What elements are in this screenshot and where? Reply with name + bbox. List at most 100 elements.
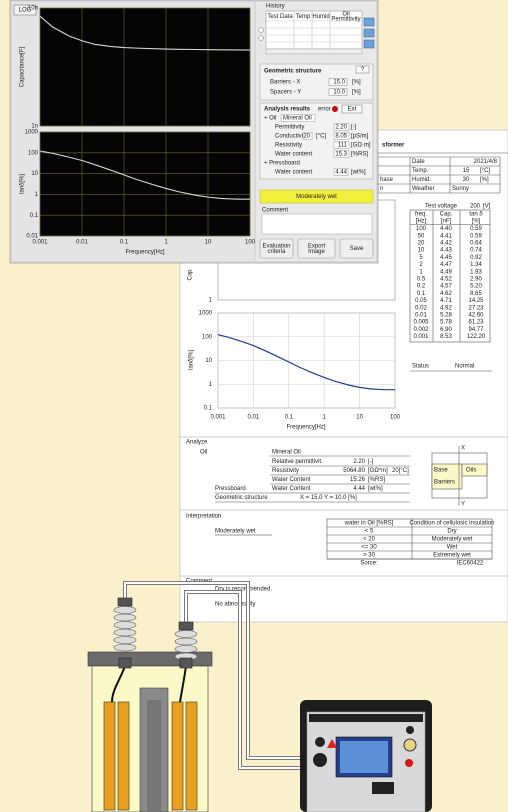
value: 8.05 (335, 134, 347, 140)
info-value: 2021/4/8 (474, 159, 498, 165)
label: Relative permittivit. (272, 459, 323, 465)
x-tick-label: 0.1 (285, 415, 294, 421)
table-cell: 4.43 (440, 248, 452, 254)
y-tick-label: 10 (205, 358, 212, 364)
history-button[interactable] (364, 18, 374, 26)
y-axis-label: Capacitance[F] (20, 46, 26, 87)
error-lamp (332, 106, 338, 112)
winding (118, 702, 129, 810)
diagram-label: Y (461, 502, 465, 508)
x-tick-label: 0.001 (210, 415, 226, 421)
bushing-shed (175, 638, 197, 645)
table-cell: 0.001 (413, 334, 429, 340)
label: Water content (275, 152, 312, 158)
table-cell: 0.92 (470, 255, 482, 261)
value: 2.20 (353, 459, 365, 465)
table-cell: 4.62 (440, 291, 452, 297)
value: 10.0 (333, 90, 345, 96)
table-cell: < 20 (363, 537, 376, 543)
table-header: Cap. (440, 212, 453, 218)
info-value: 15 (463, 168, 470, 174)
history-button[interactable] (364, 29, 374, 37)
core-inner (147, 700, 161, 812)
x-axis-label: Frequency[Hz] (286, 425, 325, 431)
table-cell: 5.20 (470, 284, 482, 290)
info-value: 30 (463, 177, 470, 183)
unit: [%] (352, 80, 361, 86)
instrument-strip (309, 714, 423, 722)
unit: [%RS] (368, 477, 385, 483)
x-tick-label: 0.01 (76, 240, 88, 246)
bushing-cap (118, 598, 132, 606)
table-cell: 4.42 (440, 240, 452, 246)
y-axis-label: tanδ[%] (189, 349, 195, 370)
label: [%RS] (351, 152, 368, 158)
table-cell: 100 (416, 226, 427, 232)
label: Status (412, 364, 429, 370)
label: Resistivity (275, 143, 302, 149)
info-cell: hase (380, 177, 394, 183)
table-cell: 4.47 (440, 262, 452, 268)
table-cell: 4.41 (440, 233, 452, 239)
bushing-shed (114, 629, 136, 636)
bushing-shed (175, 631, 197, 638)
value: 4.44 (335, 170, 347, 176)
x-tick-label: 0.01 (248, 415, 260, 421)
label: [-] (351, 125, 357, 131)
value: 15.3 (335, 152, 347, 158)
label: [pS/m] (351, 134, 369, 140)
y-tick-label: 0.1 (204, 406, 213, 412)
knob (404, 739, 416, 751)
table-unit: [nF] (441, 219, 452, 225)
section-title: Interpretation (186, 514, 221, 520)
radio[interactable] (259, 36, 264, 41)
info-unit: [°C] (480, 168, 490, 174)
table-cell: 8.53 (440, 334, 452, 340)
bushing-shed (175, 646, 197, 653)
value: 4.44 (353, 486, 365, 492)
table-header: Permittivity (331, 17, 360, 23)
section-title: Analysis results (264, 107, 311, 113)
label: Water Content (272, 477, 311, 483)
analysis-box (260, 103, 373, 179)
result: Moderately wet (215, 529, 256, 535)
scrollbar[interactable] (266, 49, 362, 54)
y-tick-label: 1000 (199, 311, 213, 317)
label: Permittivity (275, 125, 304, 131)
label: Barriers - X (270, 80, 300, 86)
unit: [%] (352, 90, 361, 96)
bushing-shed (114, 622, 136, 629)
screen: sformerhasenDate2021/4/8Temp.15[°C]Humid… (0, 0, 508, 812)
bushing-shed (114, 614, 136, 621)
unit: [wt%] (351, 170, 366, 176)
table-cell: 27.23 (468, 305, 484, 311)
button-label: criteria (267, 249, 286, 255)
table-cell: 1.93 (470, 269, 482, 275)
table-cell: 20 (418, 240, 425, 246)
diagram-label: Oils (466, 468, 476, 474)
unit: [GΩ*m] (368, 468, 388, 474)
table-unit: [Hz] (416, 219, 427, 225)
history-button[interactable] (364, 40, 374, 48)
info-label: Weather (412, 186, 435, 192)
table-unit: [%] (472, 219, 481, 225)
button-label: Save (350, 246, 364, 252)
table-cell: 0.002 (413, 327, 429, 333)
value: X = 15.0 Y = 10.0 [%] (300, 495, 357, 501)
table-cell: 0.05 (415, 298, 427, 304)
screen-content (340, 741, 388, 773)
tan-plot (40, 132, 250, 236)
table-cell: 4.92 (440, 305, 452, 311)
terminal (406, 726, 414, 734)
comment-box[interactable] (262, 214, 372, 234)
radio[interactable] (259, 28, 264, 33)
bushing-shed (114, 637, 136, 644)
label: Pressboard (215, 486, 246, 492)
y-axis-label: tanδ[%] (20, 173, 26, 194)
y-tick-label: 0.01 (26, 234, 38, 240)
table-cell: 0.59 (470, 233, 482, 239)
info-label: Temp. (412, 168, 429, 174)
label: error (318, 107, 331, 113)
knob (313, 753, 327, 767)
winding (186, 702, 197, 810)
